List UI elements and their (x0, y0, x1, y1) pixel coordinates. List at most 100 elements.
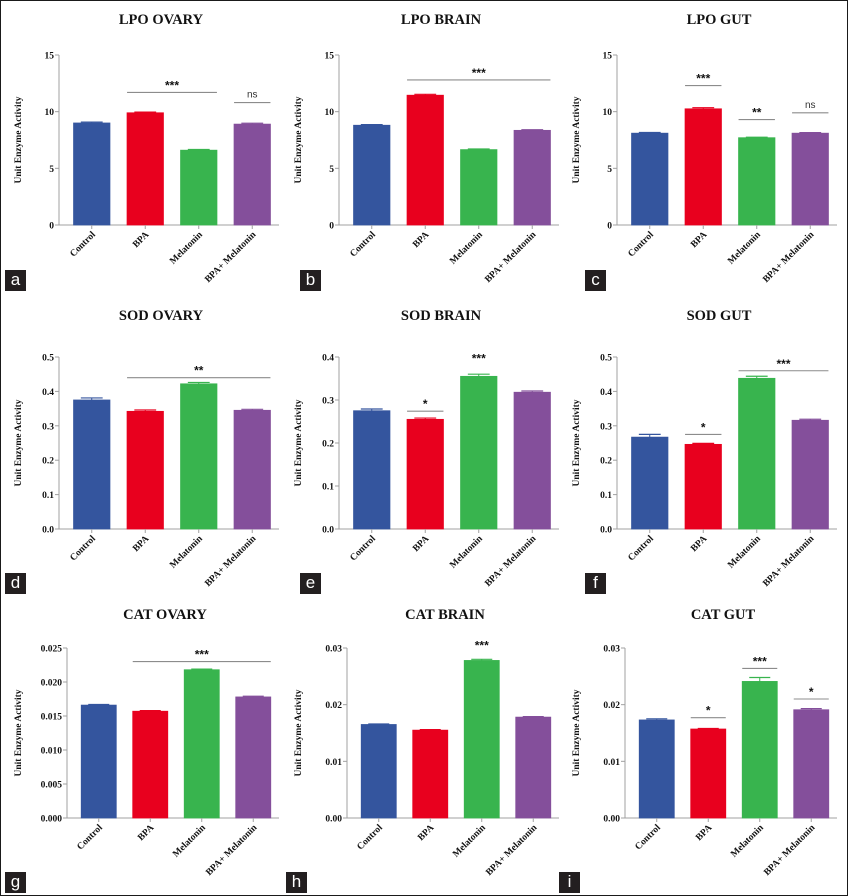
x-tick-label: BPA (131, 534, 151, 554)
x-tick-label: BPA (136, 823, 156, 843)
significance-stars: * (706, 704, 711, 718)
panel-cat-ovary: CAT OVARY Unit Enzyme Activity 0.000 0.005 0… (3, 597, 285, 895)
y-axis-label: Unit Enzyme Activity (294, 689, 304, 776)
bar-melatonin (183, 669, 220, 819)
x-tick-label: Melatonin (726, 534, 763, 571)
x-tick-label: BPA+ Melatonin (761, 534, 817, 590)
y-axis-label: Unit Enzyme Activity (572, 96, 582, 183)
chart-lpo-brain: LPO BRAIN Unit Enzyme Activity 0 5 10 15 Contr… (294, 12, 559, 286)
bar-bpa (406, 94, 444, 226)
chart-title: SOD BRAIN (401, 308, 482, 324)
chart-title: CAT BRAIN (405, 607, 485, 623)
x-tick-label: BPA+ Melatonin (762, 823, 818, 879)
y-tick-label: 0.0 (42, 526, 54, 536)
bar-control (73, 122, 111, 226)
x-tick-label: Control (627, 534, 657, 564)
bar-control (631, 132, 669, 226)
x-tick-label: Control (349, 230, 379, 260)
panel-label-b: b (300, 270, 321, 291)
bar-bpa (684, 443, 722, 530)
significance-stars: *** (696, 72, 710, 86)
bar-bpa-melatonin (233, 123, 271, 226)
y-axis-label: Unit Enzyme Activity (572, 399, 582, 486)
significance-stars: ** (194, 364, 204, 378)
y-tick-label: 0.00 (603, 815, 620, 825)
y-tick-label: 0.015 (41, 713, 63, 723)
significance-stars: *** (776, 357, 790, 371)
significance-stars: * (423, 397, 428, 411)
y-tick-label: 0.01 (325, 758, 342, 768)
y-tick-label: 0.010 (41, 747, 63, 757)
x-tick-label: Melatonin (171, 823, 208, 860)
bar-melatonin (463, 660, 500, 819)
x-tick-label: BPA+ Melatonin (484, 823, 540, 879)
y-tick-label: 10 (603, 108, 613, 118)
bar-melatonin (180, 149, 218, 226)
x-tick-label: Melatonin (726, 230, 763, 267)
x-tick-label: BPA+ Melatonin (203, 230, 259, 286)
bar-bpa-melatonin (235, 696, 272, 819)
y-tick-label: 0.025 (41, 645, 63, 655)
panel-label-c: c (585, 270, 606, 291)
bar-bpa (406, 418, 444, 530)
significance-stars: * (701, 420, 706, 434)
significance-stars: * (809, 685, 814, 699)
panel-label-i: i (559, 872, 580, 893)
x-tick-label: Melatonin (729, 823, 766, 860)
x-tick-label: BPA (131, 230, 151, 250)
x-tick-label: BPA+ Melatonin (761, 230, 817, 286)
y-tick-label: 5 (49, 165, 54, 175)
bar-melatonin (460, 375, 498, 530)
bar-bpa (132, 710, 169, 819)
x-tick-label: Control (69, 534, 99, 564)
y-tick-label: 15 (603, 52, 613, 62)
chart-title: LPO OVARY (119, 12, 204, 28)
y-tick-label: 0.4 (600, 388, 612, 398)
y-tick-label: 0.0 (600, 526, 612, 536)
chart-title: LPO BRAIN (401, 12, 482, 28)
y-axis-label: Unit Enzyme Activity (572, 689, 582, 776)
x-tick-label: BPA (689, 230, 709, 250)
panel-lpo-brain: LPO BRAIN Unit Enzyme Activity 0 5 10 15 Contr… (283, 3, 565, 301)
significance-stars: *** (195, 648, 209, 662)
y-axis-label: Unit Enzyme Activity (294, 399, 304, 486)
bar-bpa (126, 410, 164, 530)
bar-control (73, 399, 111, 530)
chart-cat-gut: CAT GUT Unit Enzyme Activity 0.00 0.01 0.02 0… (572, 607, 837, 879)
significance-stars: *** (753, 654, 767, 668)
y-tick-label: 0.3 (600, 422, 612, 432)
chart-sod-gut: SOD GUT Unit Enzyme Activity 0.0 0.1 0.2 0.3 0… (572, 308, 837, 590)
x-tick-label: BPA+ Melatonin (483, 230, 539, 286)
bar-melatonin (460, 149, 498, 226)
y-tick-label: 0.1 (322, 483, 334, 493)
bar-melatonin (738, 377, 776, 530)
ns-label: ns (247, 90, 258, 101)
chart-cat-ovary: CAT OVARY Unit Enzyme Activity 0.000 0.005 0… (14, 607, 279, 878)
x-tick-label: Melatonin (168, 534, 205, 571)
bar-bpa (412, 729, 449, 819)
bar-control (80, 704, 117, 819)
x-tick-label: Control (349, 534, 379, 564)
y-tick-label: 0.4 (322, 354, 334, 364)
y-tick-label: 0.01 (603, 758, 620, 768)
bar-control (353, 124, 391, 226)
y-tick-label: 0 (49, 222, 54, 232)
y-tick-label: 0.2 (42, 457, 54, 467)
y-tick-label: 0 (329, 222, 334, 232)
y-tick-label: 0.000 (41, 815, 63, 825)
bar-bpa-melatonin (515, 716, 552, 819)
y-tick-label: 0.03 (325, 645, 342, 655)
panel-cat-gut: CAT GUT Unit Enzyme Activity 0.00 0.01 0.02 0… (559, 597, 843, 895)
bar-control (360, 724, 397, 819)
y-tick-label: 0 (607, 222, 612, 232)
significance-stars: ** (752, 106, 762, 120)
y-tick-label: 10 (325, 108, 335, 118)
bar-control (638, 719, 675, 819)
chart-title: LPO GUT (687, 12, 752, 28)
bar-melatonin (738, 137, 776, 226)
chart-lpo-ovary: LPO OVARY Unit Enzyme Activity 0 5 10 15 Contr… (14, 12, 279, 286)
x-tick-label: BPA+ Melatonin (483, 534, 539, 590)
panel-label-g: g (5, 872, 26, 893)
panel-lpo-gut: LPO GUT Unit Enzyme Activity 0 5 10 15 Control… (561, 3, 843, 301)
